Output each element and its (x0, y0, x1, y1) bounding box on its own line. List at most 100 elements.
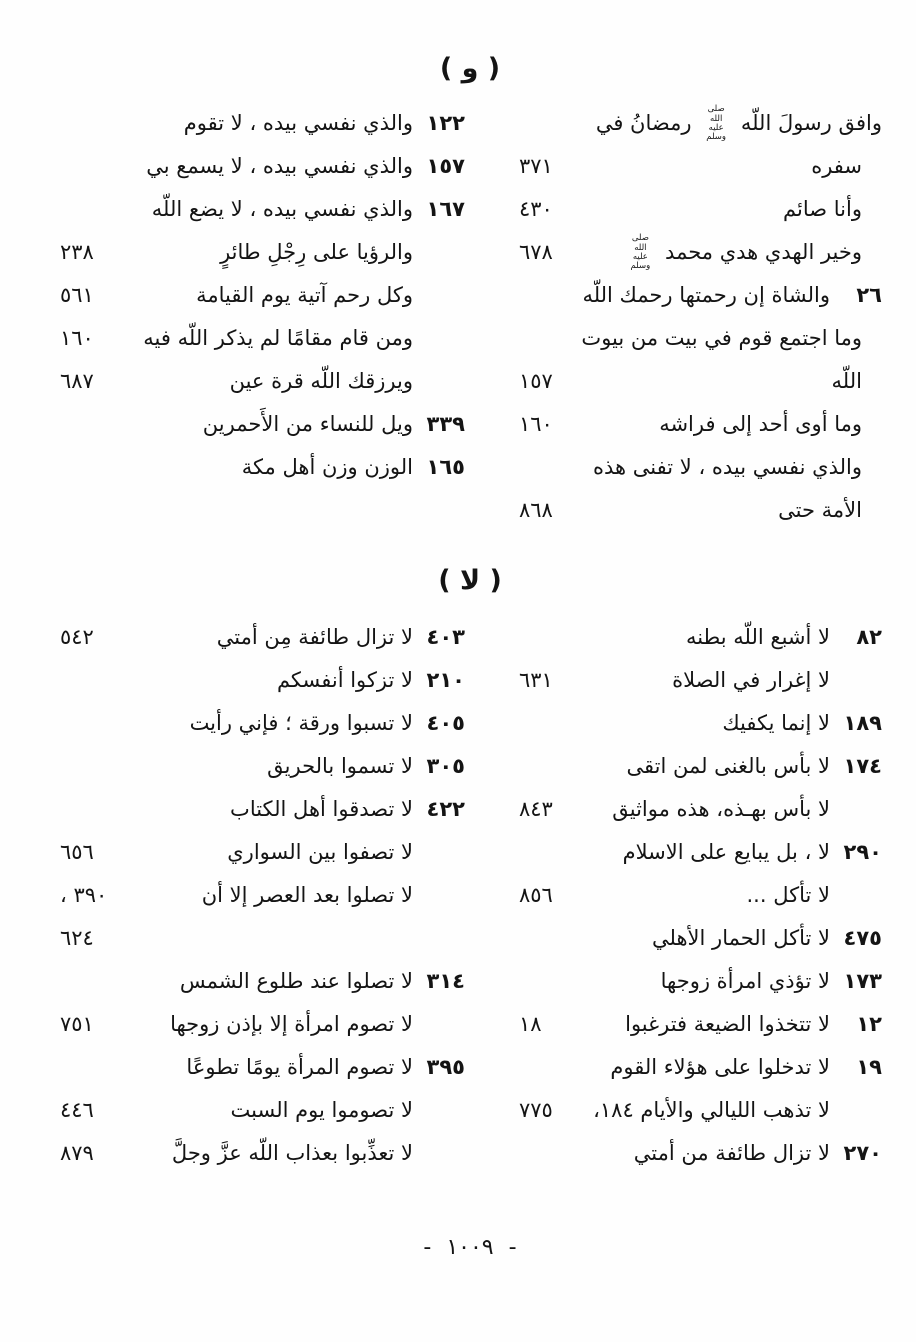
entry-page-number: ١٦٠ (519, 412, 553, 436)
entry-hadith-number: ٢٩٠ (843, 840, 882, 864)
entry-page-number: ٧٥١ (60, 1012, 94, 1036)
index-entry: ٣٣٩ ويل للنساء من الأَحمرين (58, 403, 465, 446)
section-la-left-column: ٤٠٣ لا تزال طائفة مِن أمتي ٥٤٢ ٢١٠ لا تزكوا … (58, 616, 465, 1175)
entry-text: الأمة حتى (778, 498, 862, 522)
index-entry: ٣٩٥ لا تصوم المرأة يومًا تطوعًا (58, 1046, 465, 1089)
entry-hadith-number: ٤٠٥ (426, 711, 465, 735)
entry-page-number: ٦٧٨ (519, 240, 553, 264)
entry-text: لا تصلوا بعد العصر إلا أن (201, 883, 413, 907)
entry-page-number: ١٥٧ (519, 369, 553, 393)
entry-page-number: ٣٧١ (519, 154, 553, 178)
index-entry: ومن قام مقامًا لم يذكر اللّه فيه ١٦٠ (58, 317, 465, 360)
entry-hadith-number: ١٧٣ (843, 969, 882, 993)
section-waw-right-column: وافق رسولَ اللّه صلى الله عليه وسلم رمضا… (475, 102, 882, 532)
index-entry: لا إغرار في الصلاة ٦٣١ (475, 659, 882, 702)
entry-text: وخير الهدي هدي محمد صلى الله عليه وسلم (622, 231, 862, 274)
entry-text: سفره (811, 154, 862, 178)
entry-page-number: ٨٥٦ (519, 883, 553, 907)
entry-hadith-number: ١٢ (856, 1012, 882, 1036)
section-la-right-column: ٨٢ لا أشبع اللّه بطنه لا إغرار في الصلاة ٦٣… (475, 616, 882, 1175)
index-entry: لا بأس بهـذه، هذه مواثيق ٨٤٣ (475, 788, 882, 831)
entry-text: لا تأكل الحمار الأهلي (652, 926, 830, 950)
entry-hadith-number: ٢٦ (856, 283, 882, 307)
entry-text: ومن قام مقامًا لم يذكر اللّه فيه (143, 326, 413, 350)
entry-text: لا تزال طائفة مِن أمتي (216, 625, 413, 649)
entry-page-number: ١٨ (519, 1012, 542, 1036)
index-entry: ٢٧٠ لا تزال طائفة من أمتي (475, 1132, 882, 1175)
entry-text: ويل للنساء من الأَحمرين (202, 412, 413, 436)
entry-text: لا تسبوا ورقة ؛ فإني رأيت (189, 711, 413, 735)
entry-hadith-number: ٤٠٣ (426, 625, 465, 649)
entry-text: لا تأكل ... (746, 883, 831, 907)
entry-hadith-number: ٢١٠ (426, 668, 465, 692)
index-entry: لا تعذِّبوا بعذاب اللّه عزَّ وجلَّ ٨٧٩ (58, 1132, 465, 1175)
entry-page-number: ٣٩٠ ، (60, 883, 108, 907)
entry-hadith-number: ٨٢ (856, 625, 882, 649)
section-la-columns: ٨٢ لا أشبع اللّه بطنه لا إغرار في الصلاة ٦٣… (58, 616, 882, 1175)
entry-hadith-number: ١٩ (856, 1055, 882, 1079)
index-entry: ٦٢٤ (58, 917, 465, 960)
entry-text: لا ، بل يبايع على الاسلام (622, 840, 830, 864)
entry-text: وما اجتمع قوم في بيت من بيوت (581, 326, 862, 350)
entry-text: اللّه (831, 369, 862, 393)
entry-hadith-number: ١٦٥ (426, 455, 465, 479)
index-entry: ١٩ لا تدخلوا على هؤلاء القوم (475, 1046, 882, 1089)
prophet-honorific-mark: صلى الله عليه وسلم (630, 233, 651, 272)
entry-text: لا تصوم امرأة إلا بإذن زوجها (170, 1012, 413, 1036)
entry-text: لا تصدقوا أهل الكتاب (230, 797, 413, 821)
entry-page-number: ٤٤٦ (60, 1098, 94, 1122)
entry-page-number: ٧٧٥ (519, 1098, 553, 1122)
index-entry: ٤٢٢ لا تصدقوا أهل الكتاب (58, 788, 465, 831)
entry-hadith-number: ٤٢٢ (426, 797, 465, 821)
index-entry: ٤٠٥ لا تسبوا ورقة ؛ فإني رأيت (58, 702, 465, 745)
entry-text: لا تتخذوا الضيعة فترغبوا (625, 1012, 830, 1036)
prophet-honorific-mark: صلى الله عليه وسلم (706, 104, 726, 143)
index-entry: وأنا صائم ٤٣٠ (475, 188, 882, 231)
entry-text: لا تسموا بالحريق (267, 754, 413, 778)
entry-text: لا تعذِّبوا بعذاب اللّه عزَّ وجلَّ (171, 1141, 413, 1165)
entry-text: لا تصوم المرأة يومًا تطوعًا (186, 1055, 413, 1079)
entry-text: والذي نفسي بيده ، لا تفنى هذه (593, 455, 862, 479)
entry-text: لا تذهب الليالي والأيام ١٨٤، (593, 1098, 830, 1122)
entry-page-number: ١٦٠ (60, 326, 94, 350)
section-waw-columns: وافق رسولَ اللّه صلى الله عليه وسلم رمضا… (58, 102, 882, 532)
index-entry: ٣٠٥ لا تسموا بالحريق (58, 745, 465, 788)
index-entry: سفره ٣٧١ (475, 145, 882, 188)
index-entry: ٨٢ لا أشبع اللّه بطنه (475, 616, 882, 659)
entry-text: ويرزقك اللّه قرة عين (229, 369, 413, 393)
index-entry: ٢٩٠ لا ، بل يبايع على الاسلام (475, 831, 882, 874)
index-entry: لا تصلوا بعد العصر إلا أن ٣٩٠ ، (58, 874, 465, 917)
entry-page-number: ٨٤٣ (519, 797, 553, 821)
index-entry: لا تصفوا بين السواري ٦٥٦ (58, 831, 465, 874)
index-entry: ٣١٤ لا تصلوا عند طلوع الشمس (58, 960, 465, 1003)
entry-text: لا تزال طائفة من أمتي (633, 1141, 830, 1165)
entry-text: لا تصلوا عند طلوع الشمس (179, 969, 413, 993)
index-entry: ١٧٤ لا بأس بالغنى لمن اتقى (475, 745, 883, 788)
index-entry: لا تصوم امرأة إلا بإذن زوجها ٧٥١ (58, 1003, 465, 1046)
entry-text: وافق رسولَ اللّه صلى الله عليه وسلم رمضا… (595, 104, 882, 143)
index-entry: لا تصوموا يوم السبت ٤٤٦ (58, 1089, 465, 1132)
index-entry: ١٧٣ لا تؤذي امرأة زوجها (475, 960, 882, 1003)
section-header-la: ( لا ) (438, 565, 502, 596)
entry-page-number: ٢٣٨ (60, 240, 94, 264)
index-entry: ١٢ لا تتخذوا الضيعة فترغبوا ١٨ (475, 1003, 882, 1046)
entry-hadith-number: ١٨٩ (843, 711, 882, 735)
entry-text: الوزن وزن أهل مكة (241, 455, 413, 479)
entry-page-number: ٨٧٩ (60, 1141, 94, 1165)
entry-hadith-number: ٤٧٥ (843, 926, 882, 950)
page-number: - ١٠٠٩ - (423, 1235, 517, 1260)
entry-text: والذي نفسي بيده ، لا يضع اللّه (151, 197, 413, 221)
entry-text: لا إنما يكفيك (722, 711, 830, 735)
entry-text: لا تصفوا بين السواري (227, 840, 413, 864)
index-entry: اللّه ١٥٧ (475, 360, 882, 403)
entry-hadith-number: ١٧٤ (843, 754, 882, 778)
entry-text: وكل رحم آتية يوم القيامة (196, 283, 413, 307)
entry-text: والشاة إن رحمتها رحمك اللّه (582, 283, 830, 307)
entry-text: لا بأس بالغنى لمن اتقى (626, 754, 831, 778)
entry-page-number: ٦٨٧ (60, 369, 94, 393)
entry-hadith-number: ٣٠٥ (426, 754, 465, 778)
entry-text: وأنا صائم (783, 197, 862, 221)
entry-text: لا أشبع اللّه بطنه (685, 625, 830, 649)
entry-text: والذي نفسي بيده ، لا تقوم (183, 111, 413, 135)
